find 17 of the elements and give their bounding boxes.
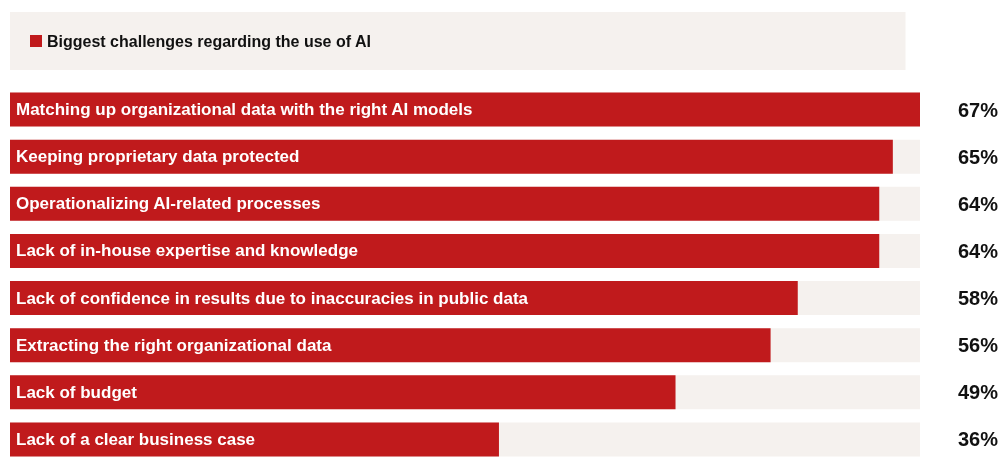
data-label: 65%	[957, 145, 999, 168]
y-tick-label: Lack of confidence in results due to inaccuracies in public data	[16, 288, 529, 308]
y-tick-label: Keeping proprietary data protected	[16, 147, 300, 167]
data-label: 64%	[957, 192, 999, 215]
data-label: 49%	[957, 381, 999, 404]
y-tick-label: Lack of in-house expertise and knowledge	[16, 241, 358, 261]
y-tick-label: Matching up organizational data with the right AI models	[16, 100, 473, 120]
y-tick-label: Lack of budget	[16, 382, 138, 402]
data-label: 64%	[957, 239, 999, 262]
data-label: 56%	[957, 334, 999, 357]
data-label: 67%	[957, 98, 999, 121]
legend-label: Biggest challenges regarding the use of AI	[47, 32, 371, 50]
y-tick-label: Extracting the right organizational data	[16, 335, 333, 355]
data-label: 58%	[957, 287, 999, 310]
data-label: 36%	[957, 428, 999, 451]
y-tick-label: Operationalizing AI-related processes	[16, 194, 321, 214]
y-tick-label: Lack of a clear business case	[16, 429, 256, 449]
